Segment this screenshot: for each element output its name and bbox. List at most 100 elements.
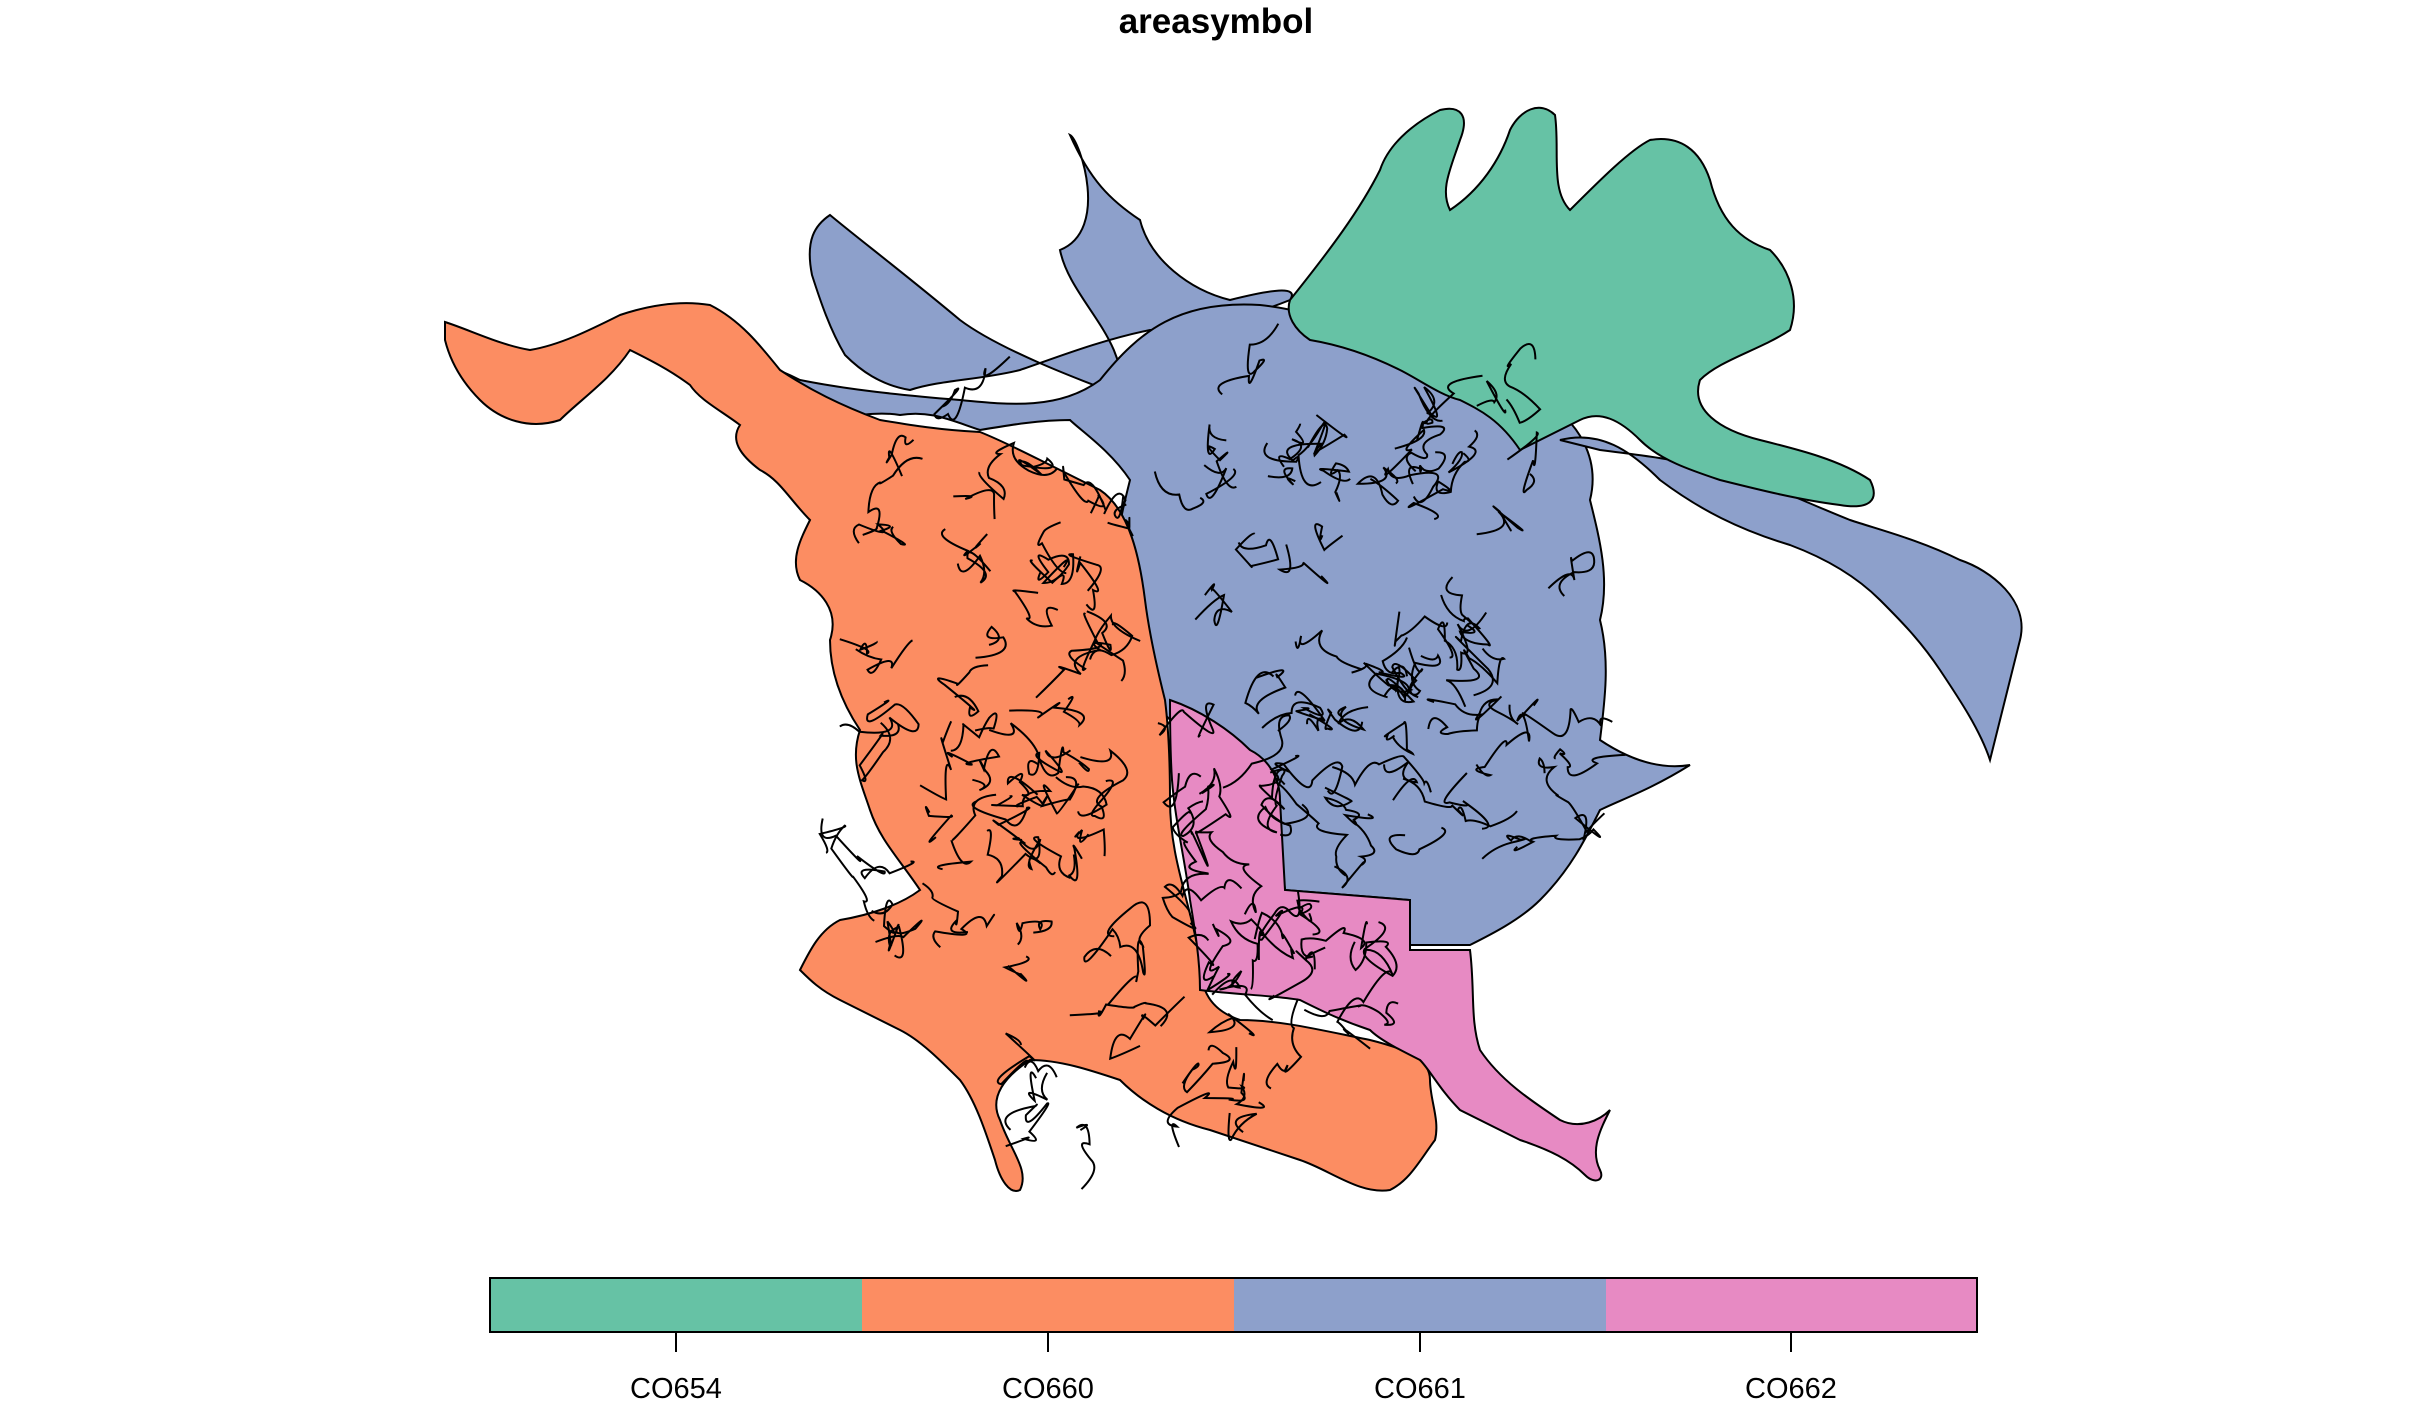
co660-south-unit-line — [1004, 1102, 1050, 1148]
co661-unit-line — [1440, 594, 1491, 647]
legend-label-co662: CO662 — [1745, 1373, 1837, 1404]
co661-unit-line — [1391, 653, 1442, 699]
co661-unit-line — [1407, 452, 1470, 521]
co661-unit-line — [1234, 532, 1280, 569]
co662-unit-line — [1229, 918, 1265, 990]
co660-unit-line — [839, 699, 920, 734]
co661-unit-line — [1393, 611, 1449, 647]
legend-frame — [489, 1277, 1978, 1333]
co660-unit-line — [839, 638, 878, 656]
co661-unit-line — [1383, 721, 1415, 756]
co661-unit-line — [1244, 669, 1287, 715]
co661-unit-line — [1413, 386, 1443, 422]
co661-unit-line — [1157, 702, 1215, 738]
co662-unit-line — [1300, 921, 1368, 959]
co661-unit-line — [1476, 380, 1507, 414]
co661-unit-line — [1308, 708, 1364, 732]
co660-south-unit-line — [1211, 970, 1274, 1021]
co661-unit-line — [1521, 707, 1613, 738]
co661-unit-line — [1503, 343, 1542, 424]
co662-unit-line — [1336, 948, 1394, 1050]
co660-unit-line — [1076, 556, 1100, 611]
co661-unit-line — [1337, 705, 1369, 732]
co661-unit-line — [1475, 698, 1539, 777]
co660-south-unit-line — [1075, 1123, 1096, 1190]
co661-unit-line — [1405, 420, 1446, 472]
co661-unit-line — [1162, 772, 1202, 808]
co660-unit-line — [871, 899, 896, 947]
co660-unit-line — [1106, 901, 1152, 1006]
co661-unit-line — [1190, 767, 1232, 867]
co662-unit-line — [1349, 921, 1398, 978]
co660-south-unit-line — [1069, 1001, 1169, 1027]
co661-unit-line — [1447, 429, 1479, 474]
co660-unit-line — [932, 913, 996, 949]
co661-unit-line — [1314, 523, 1344, 552]
legend-swatch-co660 — [862, 1278, 1234, 1332]
co661-unit-line — [1278, 423, 1305, 468]
co660-unit-line — [1012, 837, 1042, 871]
co661-unit-line — [1206, 424, 1237, 489]
co660-unit-line — [1055, 776, 1108, 817]
legend-label-co660: CO660 — [1002, 1373, 1094, 1404]
co660-unit-line — [1012, 589, 1059, 628]
co660-unit-line — [1029, 553, 1102, 592]
co662-unit-line — [1258, 891, 1321, 941]
co660-unit-line — [855, 639, 914, 674]
co660-unit-line — [1035, 610, 1112, 699]
co661-unit-line — [1222, 714, 1291, 789]
region-co660 — [444, 302, 1438, 1192]
co661-unit-line — [1385, 647, 1424, 693]
co660-unit-line — [858, 722, 900, 783]
co660-unit-line — [818, 824, 875, 922]
co660-unit-line — [1103, 492, 1127, 519]
co661-unit-line — [1319, 462, 1351, 502]
co660-unit-line — [950, 712, 998, 752]
co661-unit-line — [1506, 431, 1539, 494]
co661-unit-line — [1383, 760, 1419, 801]
map-title: areasymbol — [1118, 2, 1314, 41]
co661-unit-line — [1263, 423, 1329, 463]
co661-unit-line — [1422, 374, 1483, 425]
co660-unit-line — [862, 456, 923, 536]
co661-unit-line — [1261, 701, 1326, 729]
co660-south-unit-line — [1265, 998, 1303, 1090]
co662-unit-line — [1161, 872, 1209, 930]
co661-unit-line — [1194, 830, 1264, 915]
co660-south-unit-line — [1227, 1112, 1258, 1142]
co661-unit-line — [1217, 323, 1280, 396]
co660-unit-line — [875, 919, 923, 959]
co660-unit-line — [1074, 827, 1106, 857]
co660-unit-line — [924, 806, 954, 843]
co661-unit-line — [1362, 661, 1416, 704]
co662-unit-line — [1303, 1001, 1399, 1026]
co661-unit-line — [1436, 611, 1488, 671]
map-layer — [444, 106, 2023, 1192]
co661-unit-line — [1443, 772, 1490, 830]
co660-south-unit-line — [1166, 1072, 1246, 1148]
co660-unit-line — [1068, 612, 1141, 671]
co660-unit-line — [975, 625, 1007, 659]
co660-unit-line — [1009, 695, 1085, 728]
co661-unit-line — [1475, 695, 1519, 726]
co661-unit-line — [1384, 428, 1440, 504]
co661-unit-line — [1445, 648, 1507, 708]
legend-swatch-co654 — [490, 1278, 862, 1332]
legend: CO654 CO660 CO661 CO662 — [489, 1277, 1978, 1404]
co661-unit-line — [1332, 755, 1432, 793]
legend-swatch-co661 — [1234, 1278, 1606, 1332]
co662-unit-line — [1205, 923, 1232, 993]
co660-unit-line — [1006, 772, 1045, 808]
co660-unit-line — [971, 800, 1057, 876]
co661-unit-line — [1402, 777, 1518, 828]
co660-south-unit-line — [1181, 1044, 1231, 1094]
co661-unit-line — [1294, 629, 1363, 671]
co662-unit-line — [1253, 911, 1296, 961]
co661-unit-line — [1323, 786, 1374, 826]
legend-label-co661: CO661 — [1374, 1373, 1466, 1404]
co660-unit-line — [1080, 747, 1129, 820]
co661-unit-line — [1476, 505, 1524, 536]
co660-unit-line — [953, 489, 996, 520]
co661-unit-line — [1388, 826, 1447, 856]
